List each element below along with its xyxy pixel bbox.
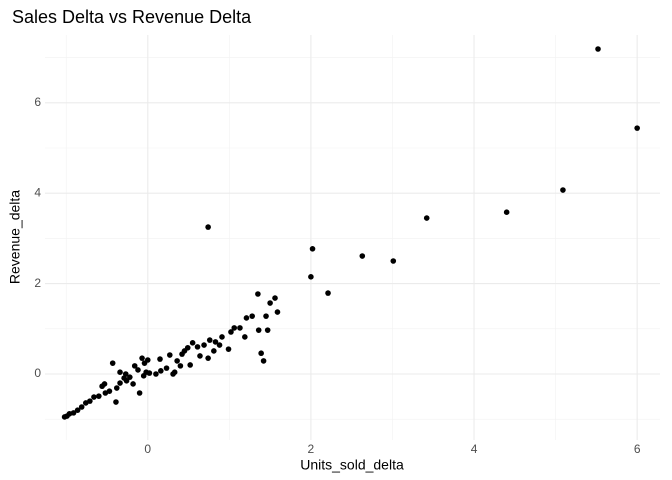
x-tick-label: 4 [471, 442, 478, 456]
point [560, 187, 566, 193]
point [309, 246, 316, 252]
point [157, 356, 163, 362]
point [263, 313, 269, 319]
point [255, 291, 261, 297]
point [211, 348, 217, 354]
point [258, 350, 264, 357]
point [206, 337, 213, 343]
point [109, 360, 116, 366]
point [177, 363, 184, 369]
point [194, 344, 201, 350]
point [231, 325, 238, 331]
point [153, 371, 159, 377]
point [308, 274, 314, 280]
point [82, 400, 89, 406]
point [61, 414, 68, 420]
point [503, 209, 510, 215]
point [163, 365, 170, 371]
point [187, 362, 193, 368]
point [101, 381, 108, 387]
point [158, 368, 164, 374]
point [255, 327, 262, 333]
point [117, 369, 123, 375]
point [205, 355, 211, 361]
point [595, 46, 601, 52]
point [139, 355, 145, 361]
chart-title: Sales Delta vs Revenue Delta [12, 7, 252, 27]
point [197, 353, 203, 359]
point [219, 334, 225, 340]
point [170, 371, 176, 377]
x-tick-label: 2 [308, 442, 315, 456]
point [102, 390, 109, 396]
point [181, 348, 188, 354]
point [174, 358, 180, 364]
y-tick-label: 0 [34, 366, 41, 380]
point [74, 407, 81, 413]
point [264, 327, 271, 333]
x-tick-label: 0 [144, 442, 151, 456]
y-tick-label: 4 [34, 185, 41, 199]
point [144, 357, 151, 363]
point [325, 290, 331, 296]
point [135, 367, 141, 373]
point [228, 329, 234, 335]
point [249, 313, 255, 319]
point [242, 334, 248, 340]
point [212, 339, 219, 345]
point [140, 373, 147, 379]
point [117, 380, 123, 386]
point [205, 224, 211, 230]
point [243, 315, 250, 321]
y-tick-label: 2 [34, 276, 41, 290]
point [423, 215, 430, 221]
point [390, 258, 397, 264]
point [237, 325, 243, 331]
point [131, 363, 138, 369]
point [136, 390, 143, 396]
point [272, 295, 278, 301]
point [91, 394, 97, 400]
point [113, 385, 120, 391]
point [267, 300, 273, 306]
point [225, 346, 232, 352]
x-axis-label: Units_sold_delta [300, 457, 404, 473]
point [78, 404, 85, 410]
point [130, 381, 136, 387]
point [113, 399, 119, 405]
point [634, 125, 640, 131]
point [127, 374, 133, 380]
point [274, 309, 281, 315]
point [260, 358, 267, 364]
point [216, 342, 223, 348]
y-tick-label: 6 [34, 95, 41, 109]
point [201, 342, 207, 348]
y-axis-label: Revenue_delta [7, 190, 23, 284]
point [96, 393, 102, 399]
point [359, 253, 366, 259]
point [166, 352, 173, 358]
point [189, 340, 196, 346]
x-tick-label: 6 [634, 442, 641, 456]
point [122, 371, 129, 377]
